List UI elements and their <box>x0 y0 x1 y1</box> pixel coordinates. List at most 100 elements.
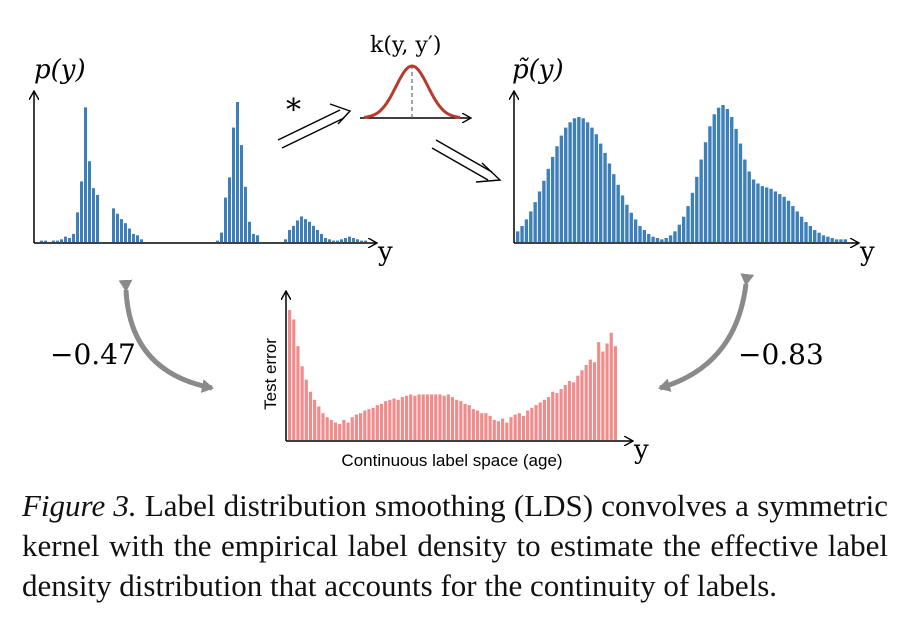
test-error-bar <box>501 418 505 440</box>
error-x-label: Continuous label space (age) <box>341 451 562 470</box>
test-error-bar <box>576 375 580 440</box>
test-error-bar <box>517 413 521 440</box>
smoothed-density-bar <box>712 114 716 242</box>
test-error-bar <box>475 410 480 440</box>
test-error-bar <box>354 414 359 440</box>
test-error-bar <box>534 405 538 440</box>
convolution-symbol: * <box>286 93 301 128</box>
test-error-bar <box>296 346 300 440</box>
test-error-bar <box>480 413 484 440</box>
smoothed-density-bar <box>673 231 677 242</box>
test-error-bar <box>455 399 459 440</box>
smoothed-density-bar <box>804 222 808 242</box>
empirical-density-bar <box>332 240 335 242</box>
test-error-bar <box>404 395 409 440</box>
test-error-bar <box>559 389 563 440</box>
smoothed-density-bar <box>808 226 813 242</box>
test-error-bar <box>292 319 296 440</box>
empirical-density-bar <box>360 240 363 242</box>
test-error-bar <box>430 394 434 440</box>
test-error-bar <box>463 403 467 440</box>
empirical-density-bar <box>76 212 79 242</box>
smoothed-density-bar <box>747 171 751 242</box>
empirical-density-bar <box>52 240 55 242</box>
empirical-density-bar <box>40 240 43 242</box>
test-error-bar <box>597 342 601 440</box>
correlation-arrow-right <box>658 273 755 392</box>
empirical-density-bar <box>68 237 71 242</box>
smoothed-density-bar <box>843 239 847 242</box>
empirical-density-bar <box>120 219 123 242</box>
test-error-bar <box>371 407 375 440</box>
smoothed-density-bar <box>769 188 773 242</box>
empirical-density-bar <box>116 213 119 242</box>
empirical-density-chart: p(y) y <box>34 55 393 267</box>
empirical-density-bar <box>240 145 243 242</box>
smoothed-density-bar <box>599 143 603 242</box>
smoothed-density-bar <box>625 204 629 242</box>
smoothed-density-bar <box>647 234 651 242</box>
test-error-bar <box>601 351 605 440</box>
smoothed-density-bar <box>743 159 747 242</box>
empirical-density-bar <box>128 228 131 242</box>
test-error-bar <box>392 398 396 440</box>
smoothed-density-bar <box>550 156 555 242</box>
test-error-bar <box>471 409 475 440</box>
empirical-density-bar <box>356 239 359 242</box>
test-error-bar <box>409 394 413 440</box>
empirical-density-bar <box>44 240 47 242</box>
smoothed-density-bar <box>633 219 638 242</box>
empirical-density-bar <box>132 233 135 242</box>
smoothed-density-bar <box>765 187 769 242</box>
smooth-arrow <box>431 139 502 183</box>
smoothed-density-bar <box>594 134 598 242</box>
smoothed-density-bar <box>703 142 708 242</box>
empirical-density-bar <box>92 188 95 242</box>
smoothed-density-bar <box>716 107 721 242</box>
test-error-bar <box>375 405 379 440</box>
figure-canvas: p(y) y * k(y, y′) p̃(y) y −0.47 −0.83 <box>0 33 875 470</box>
right-x-axis-label: y <box>859 237 875 267</box>
test-error-bar <box>450 397 455 440</box>
test-error-bar <box>317 406 321 440</box>
smoothed-density-bar <box>629 212 633 242</box>
test-error-bar <box>605 343 609 440</box>
empirical-density-bar <box>348 236 351 242</box>
left-axis-label: p(y) <box>34 55 86 85</box>
test-error-bar <box>555 393 559 440</box>
smoothed-density-bar <box>533 202 537 242</box>
test-error-bar <box>513 414 517 440</box>
test-error-bar <box>542 399 546 440</box>
smoothed-density-bar <box>537 191 542 242</box>
smoothed-density-bar <box>620 195 625 242</box>
smoothed-density-chart: p̃(y) y <box>512 55 875 267</box>
empirical-density-bar <box>300 216 303 242</box>
empirical-density-bar <box>312 225 315 242</box>
test-error-bar <box>563 385 567 440</box>
test-error-bar <box>413 395 417 440</box>
smoothed-density-bar <box>607 163 612 242</box>
smoothed-density-bar <box>585 122 590 242</box>
smoothed-density-bar <box>695 176 699 242</box>
smoothed-density-bar <box>660 239 664 242</box>
empirical-density-bar <box>296 220 299 242</box>
empirical-density-bar <box>228 177 231 242</box>
empirical-density-bar <box>136 235 139 242</box>
empirical-density-bar <box>112 208 115 242</box>
test-error-bar <box>546 397 551 440</box>
correlation-left-value: −0.47 <box>50 338 136 371</box>
smoothed-density-bar <box>529 211 533 242</box>
test-error-bar <box>388 399 392 440</box>
test-error-bar <box>467 405 471 440</box>
smoothed-density-bar <box>721 105 725 242</box>
empirical-density-bar <box>292 225 295 242</box>
test-error-bar <box>350 417 354 440</box>
smoothed-density-bar <box>782 196 786 242</box>
smoothed-density-bar <box>577 116 581 242</box>
empirical-density-bar <box>56 240 59 242</box>
smoothed-density-bar <box>817 232 821 242</box>
figure-caption: Figure 3. Label distribution smoothing (… <box>22 486 888 606</box>
convolve-arrow: * <box>277 93 352 149</box>
smoothed-density-bar <box>826 236 830 242</box>
empirical-density-bar <box>232 127 235 242</box>
